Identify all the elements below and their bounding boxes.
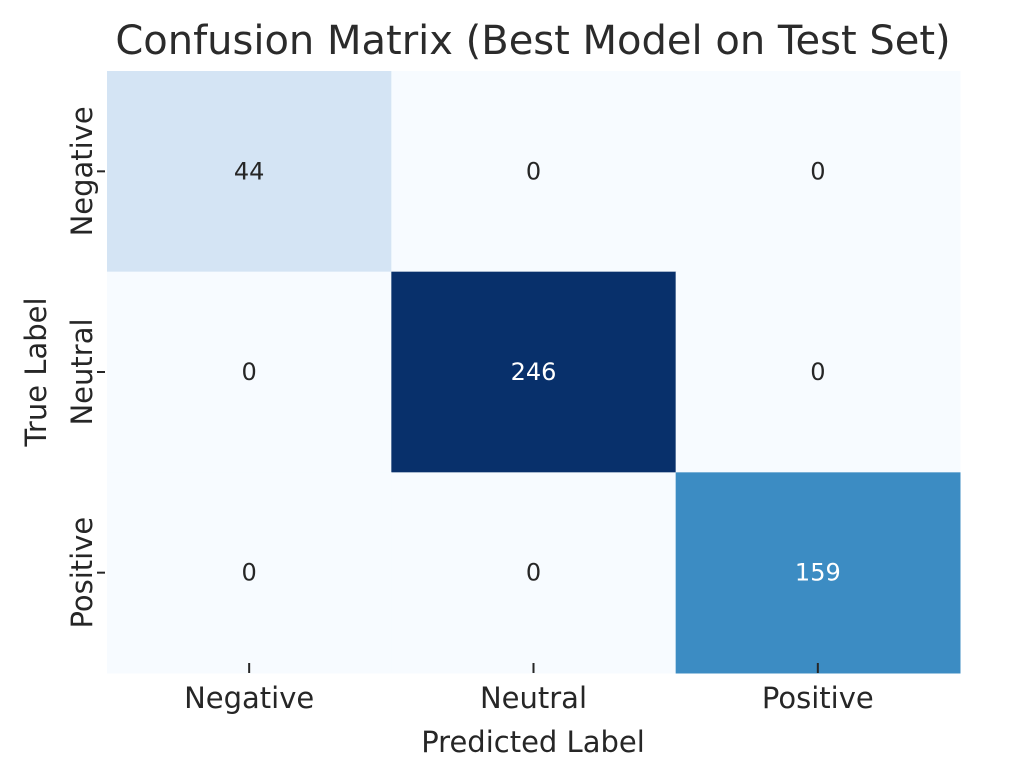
heatmap-cell <box>391 472 677 674</box>
y-tick-label: Neutral <box>65 318 99 425</box>
heatmap-cells <box>107 71 961 674</box>
y-axis-ticks: Negative Neutral Positive <box>65 106 105 629</box>
cell-value-label: 44 <box>234 157 265 185</box>
cell-value-label: 0 <box>526 559 541 587</box>
cell-value-label: 246 <box>511 358 557 386</box>
heatmap-cell <box>675 472 961 674</box>
y-axis-label: True Label <box>19 297 53 447</box>
cell-value-label: 0 <box>242 358 257 386</box>
x-tick-label: Positive <box>762 681 874 715</box>
heatmap-cell <box>391 271 677 473</box>
heatmap-cell <box>107 472 392 674</box>
y-tick-label: Negative <box>65 106 99 236</box>
cell-value-label: 0 <box>526 157 541 185</box>
heatmap-cell <box>391 71 677 273</box>
x-tick-label: Negative <box>184 681 314 715</box>
chart-title: Confusion Matrix (Best Model on Test Set… <box>115 18 950 64</box>
heatmap-cell <box>107 271 392 473</box>
cell-value-label: 0 <box>810 358 825 386</box>
heatmap-cell <box>107 71 392 273</box>
x-axis-ticks: Negative Neutral Positive <box>184 663 874 715</box>
x-axis-label: Predicted Label <box>421 725 645 759</box>
cell-value-label: 0 <box>810 157 825 185</box>
cell-value-label: 159 <box>795 559 841 587</box>
heatmap-cell <box>675 271 961 473</box>
heatmap-cell <box>675 71 961 273</box>
x-tick-label: Neutral <box>480 681 587 715</box>
heatmap-cell-labels: 44 0 0 0 246 0 0 0 159 <box>234 157 841 586</box>
y-tick-label: Positive <box>65 517 99 629</box>
cell-value-label: 0 <box>242 559 257 587</box>
